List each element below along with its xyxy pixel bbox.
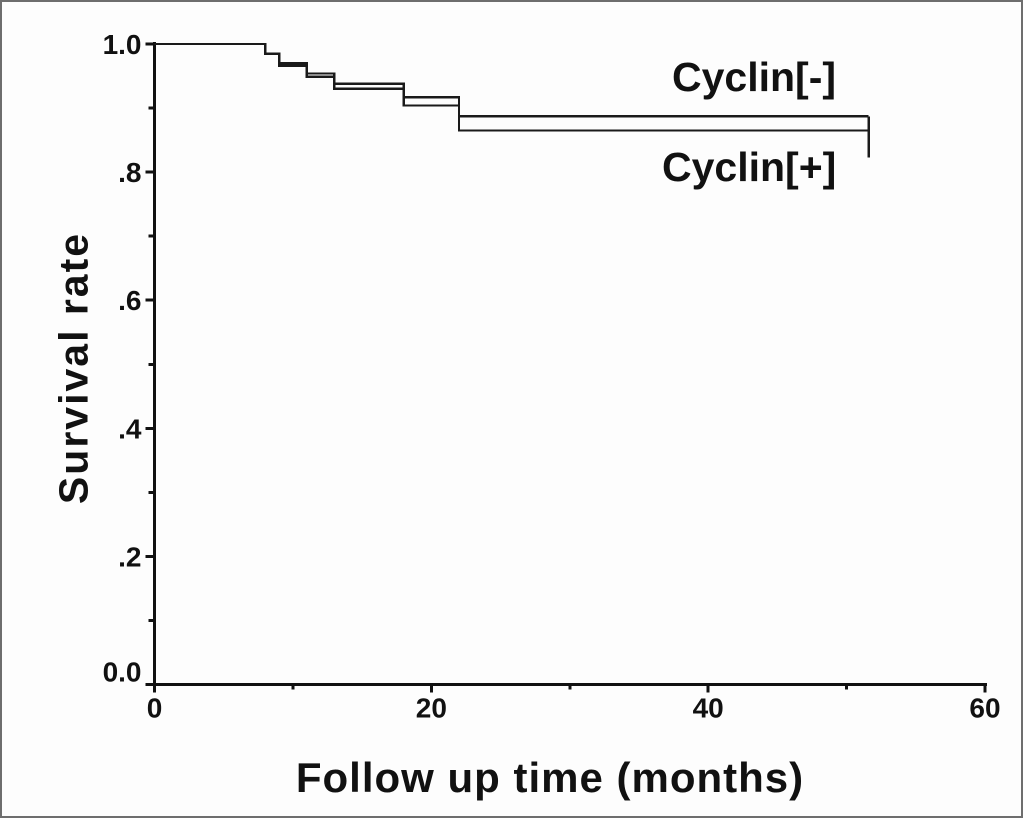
y-tick-label: 0.0	[103, 657, 142, 688]
x-tick-label: 20	[416, 693, 447, 724]
series-label-cyclin-negative: Cyclin[-]	[672, 54, 836, 100]
y-tick-label: 1.0	[103, 29, 142, 60]
y-tick-label: .2	[118, 541, 141, 572]
y-tick-label: .6	[118, 285, 141, 316]
y-tick-label: .4	[118, 413, 142, 444]
x-tick-label: 40	[693, 693, 724, 724]
x-tick-label: 60	[969, 693, 1000, 724]
x-axis-title: Follow up time (months)	[295, 754, 805, 801]
x-tick-label: 0	[147, 693, 163, 724]
survival-curve-cyclin-positive	[154, 42, 869, 132]
series-label-cyclin-positive: Cyclin[+]	[662, 144, 837, 190]
y-axis-title: Survival rate	[50, 231, 97, 505]
y-tick-label: .8	[118, 157, 141, 188]
